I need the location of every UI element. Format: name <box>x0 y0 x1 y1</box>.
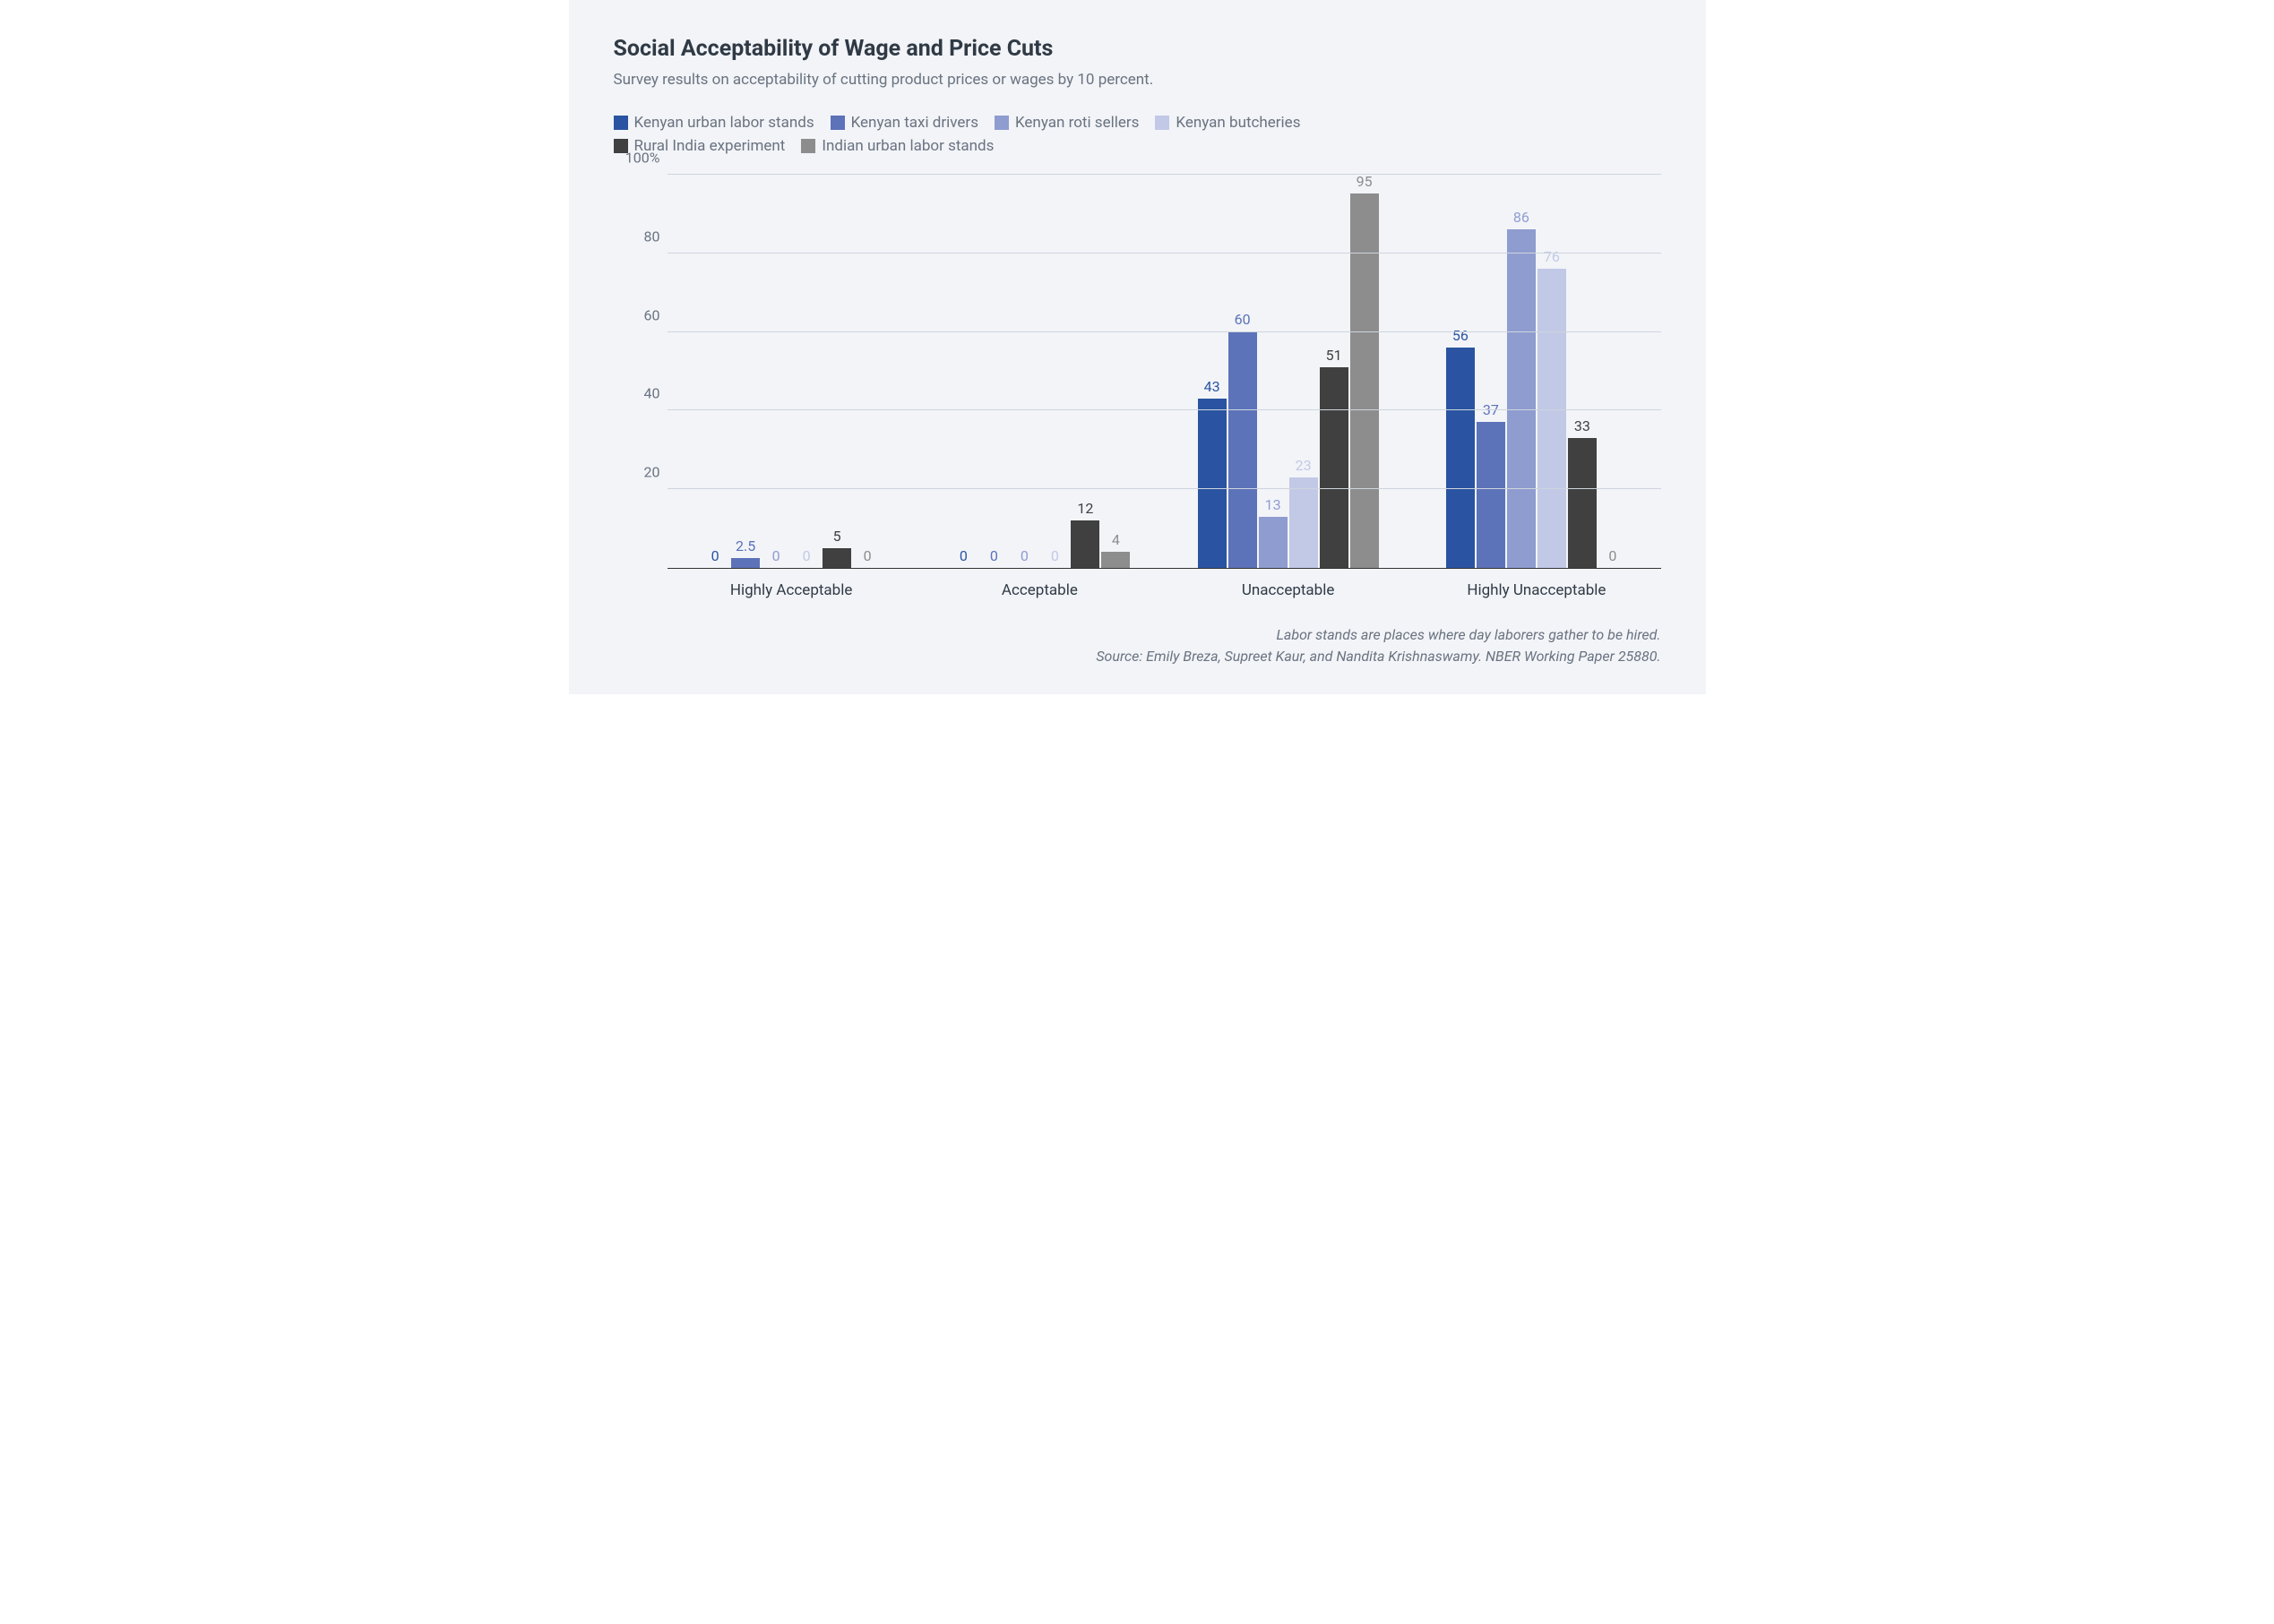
legend-label: Kenyan taxi drivers <box>851 114 978 132</box>
bar: 37 <box>1477 422 1505 568</box>
bar-value-label: 95 <box>1357 173 1373 193</box>
y-tick-label: 100% <box>614 150 660 167</box>
gridline <box>668 174 1661 175</box>
legend-item: Indian urban labor stands <box>801 137 994 155</box>
y-tick-label: 80 <box>614 228 660 245</box>
gridline <box>668 488 1661 489</box>
legend-swatch <box>614 116 628 130</box>
legend-item: Kenyan urban labor stands <box>614 114 814 132</box>
legend-item: Kenyan taxi drivers <box>831 114 978 132</box>
bar-value-label: 23 <box>1296 457 1312 477</box>
legend-swatch <box>995 116 1009 130</box>
bar: 13 <box>1259 517 1288 568</box>
bar-group: 436013235195 <box>1198 193 1379 568</box>
bar: 76 <box>1538 269 1566 568</box>
bar-value-label: 37 <box>1483 401 1499 422</box>
chart-subtitle: Survey results on acceptability of cutti… <box>614 71 1661 89</box>
bar-group: 02.50050 <box>701 548 882 568</box>
bar-value-label: 43 <box>1204 378 1220 399</box>
bar: 51 <box>1320 367 1348 568</box>
y-tick-label: 40 <box>614 385 660 402</box>
bar-value-label: 2.5 <box>736 537 755 558</box>
bar-value-label: 0 <box>1051 547 1059 568</box>
bar: 60 <box>1228 331 1257 568</box>
chart-container: Social Acceptability of Wage and Price C… <box>569 0 1706 694</box>
footnote-line: Labor stands are places where day labore… <box>614 624 1661 646</box>
bar-value-label: 0 <box>1021 547 1029 568</box>
bar-value-label: 5 <box>833 528 841 548</box>
bar: 23 <box>1289 477 1318 568</box>
bar-value-label: 86 <box>1513 209 1529 229</box>
legend-label: Kenyan roti sellers <box>1015 114 1139 132</box>
bar-value-label: 33 <box>1574 417 1590 438</box>
x-axis-label: Highly Acceptable <box>668 581 916 599</box>
bar: 5 <box>823 548 851 568</box>
bar-value-label: 56 <box>1452 327 1469 348</box>
y-tick-label: 60 <box>614 306 660 323</box>
x-axis-label: Highly Unacceptable <box>1412 581 1660 599</box>
bar-value-label: 76 <box>1544 248 1560 269</box>
bar-value-label: 0 <box>960 547 968 568</box>
legend-label: Indian urban labor stands <box>822 137 994 155</box>
bar-value-label: 0 <box>772 547 780 568</box>
bar-value-label: 12 <box>1077 500 1093 520</box>
bar-group: 0000124 <box>949 520 1130 568</box>
legend-swatch <box>1155 116 1169 130</box>
bar: 86 <box>1507 229 1536 568</box>
gridline <box>668 409 1661 410</box>
bar-groups: 02.50050000012443601323519556378676330 <box>668 175 1661 568</box>
bar-value-label: 13 <box>1265 496 1281 517</box>
bar-value-label: 0 <box>711 547 719 568</box>
bar-value-label: 60 <box>1235 311 1251 331</box>
bar: 2.5 <box>731 558 760 568</box>
bar: 12 <box>1071 520 1099 568</box>
bar-group: 56378676330 <box>1446 229 1627 568</box>
bar: 4 <box>1101 552 1130 568</box>
bar-value-label: 51 <box>1326 347 1342 367</box>
legend-row: Rural India experimentIndian urban labor… <box>614 137 1661 155</box>
footnote-line: Source: Emily Breza, Supreet Kaur, and N… <box>614 646 1661 667</box>
bar: 43 <box>1198 399 1227 568</box>
x-axis-label: Acceptable <box>916 581 1164 599</box>
bar: 56 <box>1446 348 1475 568</box>
legend-row: Kenyan urban labor stands Kenyan taxi dri… <box>614 114 1661 132</box>
legend-swatch <box>801 139 815 153</box>
x-axis-label: Unacceptable <box>1164 581 1412 599</box>
plot: 02.50050000012443601323519556378676330 2… <box>668 175 1661 569</box>
legend-label: Kenyan urban labor stands <box>634 114 814 132</box>
chart-title: Social Acceptability of Wage and Price C… <box>614 36 1661 62</box>
y-tick-label: 20 <box>614 464 660 481</box>
legend-swatch <box>831 116 845 130</box>
plot-area: 02.50050000012443601323519556378676330 2… <box>614 175 1661 599</box>
x-axis: Highly AcceptableAcceptableUnacceptableH… <box>668 581 1661 599</box>
bar: 95 <box>1350 193 1379 568</box>
bar-value-label: 4 <box>1112 531 1120 552</box>
legend-label: Kenyan butcheries <box>1176 114 1300 132</box>
bar: 33 <box>1568 438 1597 568</box>
bar-value-label: 0 <box>864 547 872 568</box>
legend-item: Kenyan butcheries <box>1155 114 1300 132</box>
gridline <box>668 331 1661 332</box>
bar-value-label: 0 <box>803 547 811 568</box>
legend: Kenyan urban labor stands Kenyan taxi dri… <box>614 114 1661 155</box>
bar-value-label: 0 <box>1608 547 1616 568</box>
footnotes: Labor stands are places where day labore… <box>614 624 1661 667</box>
bar-value-label: 0 <box>990 547 998 568</box>
legend-item: Kenyan roti sellers <box>995 114 1139 132</box>
